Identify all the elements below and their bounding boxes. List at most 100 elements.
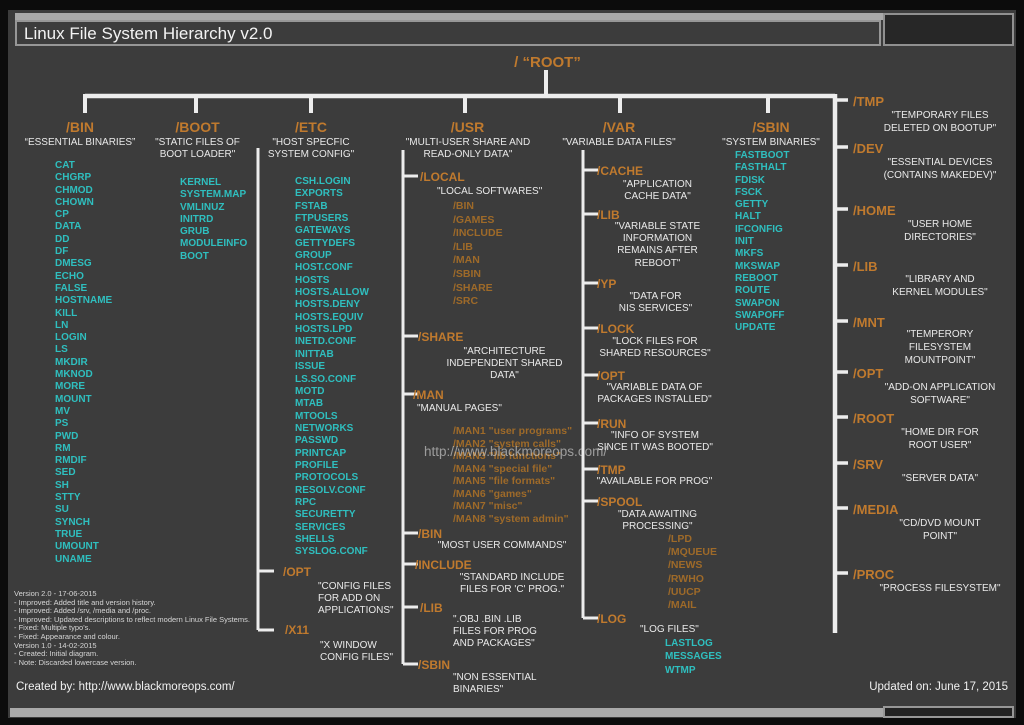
file-item: DF [55, 246, 69, 258]
file-item: SWAPOFF [735, 309, 785, 321]
file-item: DMESG [55, 258, 92, 270]
dir-media-desc: "CD/DVD MOUNT POINT" [899, 518, 981, 542]
dir-usr-include-desc: "STANDARD INCLUDE FILES FOR 'C' PROG." [459, 572, 565, 596]
file-item: KERNEL [180, 177, 222, 188]
dir-usr-sbin: /SBIN [418, 658, 451, 672]
dir-usr-share-desc: "ARCHITECTURE INDEPENDENT SHARED DATA" [446, 346, 563, 382]
dir-usr-sbin-desc: "NON ESSENTIAL BINARIES" [453, 672, 537, 696]
file-item: HOST.CONF [295, 262, 353, 274]
page-title: Linux File System Hierarchy v2.0 [24, 24, 273, 43]
bin-file-list: CAT CHGRP CHMOD CHOWN CP DATA DD DF DMESG ECHO FAL… [55, 160, 112, 566]
file-item: SERVICES [295, 521, 346, 533]
dir-media: /MEDIA [853, 502, 899, 517]
dir-boot: /BOOT [175, 119, 220, 135]
dir-usr-desc: "MULTI-USER SHARE AND READ-ONLY DATA" [405, 137, 531, 161]
dir-var: /VAR [602, 119, 636, 135]
man-page-item: /MAN5 "file formats" [453, 475, 556, 487]
version-note-line: - Improved: Updated descriptions to refl… [14, 614, 250, 624]
dir-etc-x11: /X11 [285, 623, 310, 637]
dir-home-desc: "USER HOME DIRECTORIES" [904, 219, 976, 243]
file-item: INIT [735, 236, 754, 248]
dir-var-spool-desc: "DATA AWAITING PROCESSING" [617, 509, 698, 533]
file-item: ISSUE [295, 361, 326, 373]
subdir-item: /MAN [453, 254, 480, 267]
file-item: MKFS [735, 248, 764, 260]
dir-dev-desc: "ESSENTIAL DEVICES (CONTAINS MAKEDEV)" [883, 157, 997, 181]
file-item: MKNOD [55, 369, 93, 381]
dir-usr-bin: /BIN [418, 527, 442, 541]
dir-var-log: /LOG [597, 612, 627, 626]
file-item: ECHO [55, 270, 84, 282]
dir-bin-desc: “ESSENTIAL BINARIES” [24, 137, 136, 148]
file-item: MORE [55, 381, 85, 393]
dir-lib: /LIB [853, 259, 878, 274]
file-item: NETWORKS [295, 422, 354, 434]
file-item: FDISK [735, 174, 765, 186]
dir-lib-desc: "LIBRARY AND KERNEL MODULES" [892, 274, 988, 298]
file-item: GETTYDEFS [295, 237, 356, 249]
dir-usr-local: /LOCAL [420, 170, 465, 184]
version-note-line: Version 1.0 - 14-02-2015 [14, 640, 97, 650]
subdir-item: /SHARE [453, 281, 493, 294]
dir-bin: /BIN [66, 119, 94, 135]
dir-var-yp-desc: "DATA FOR NIS SERVICES" [618, 291, 693, 315]
version-note-line: - Created: Initial diagram. [14, 649, 99, 659]
dir-proc: /PROC [853, 567, 895, 582]
dir-opt: /OPT [853, 366, 884, 381]
file-item: PS [55, 418, 69, 430]
file-item: FSTAB [295, 200, 328, 212]
dir-etc-x11-desc: "X WINDOW CONFIG FILES" [320, 640, 394, 664]
file-item: SH [55, 479, 69, 491]
dir-tmp: /TMP [853, 94, 885, 109]
dir-usr-share: /SHARE [418, 330, 464, 344]
file-item: SYSLOG.CONF [295, 546, 368, 558]
dir-var-cache: /CACHE [597, 164, 644, 178]
dir-root: /ROOT [853, 411, 895, 426]
subdir-item: /INCLUDE [453, 227, 503, 240]
right-tick-lines [835, 98, 848, 575]
file-item: LASTLOG [665, 638, 713, 649]
dir-var-log-desc: "LOG FILES" [640, 624, 699, 635]
dir-etc-desc: "HOST SPECFIC SYSTEM CONFIG" [267, 137, 355, 161]
file-item: MKDIR [55, 356, 88, 368]
file-item: DD [55, 233, 70, 245]
file-item: HOSTNAME [55, 295, 113, 307]
updated-on-text: Updated on: June 17, 2015 [869, 681, 1008, 693]
sbin-file-list: FASTBOOT FASTHALT FDISK FSCK GETTY HALT IFCONF… [735, 150, 789, 334]
file-item: STTY [55, 492, 81, 504]
file-item: INITTAB [295, 348, 334, 360]
dir-tmp-desc: "TEMPORARY FILES DELETED ON BOOTUP" [883, 110, 997, 134]
subdir-item: /LIB [453, 240, 473, 253]
dir-usr-include: /INCLUDE [415, 558, 472, 572]
file-item: MV [55, 405, 70, 417]
dir-usr-man: /MAN [413, 388, 444, 402]
root-node: / “ROOT” [514, 54, 581, 71]
dir-var-cache-desc: "APPLICATION CACHE DATA" [623, 179, 692, 203]
top-strip [15, 13, 883, 20]
dir-var-opt-desc: "VARIABLE DATA OF PACKAGES INSTALLED" [597, 382, 712, 406]
file-item: BOOT [180, 250, 209, 262]
file-item: CHGRP [55, 172, 92, 184]
dir-var-yp: /YP [597, 277, 617, 291]
file-item: FASTBOOT [735, 150, 790, 161]
file-item: FTPUSERS [295, 213, 349, 225]
subdir-item: /GAMES [453, 213, 495, 226]
dir-usr-local-desc: "LOCAL SOFTWARES" [437, 186, 543, 197]
file-item: RESOLV.CONF [295, 484, 366, 496]
dir-var-tmp-desc: "AVAILABLE FOR PROG" [596, 476, 713, 487]
file-item: LN [55, 319, 69, 331]
dir-root-desc: "HOME DIR FOR ROOT USER" [901, 427, 979, 451]
subdir-item: /LPD [668, 533, 692, 545]
file-item: SYSTEM.MAP [180, 189, 247, 201]
dir-usr-lib: /LIB [420, 601, 443, 615]
file-item: UNAME [55, 553, 92, 565]
file-item: SED [55, 467, 76, 479]
dir-usr: /USR [450, 119, 485, 135]
file-item: HOSTS.EQUIV [295, 311, 364, 323]
file-item: MKSWAP [735, 260, 780, 272]
file-item: MTAB [295, 398, 324, 410]
version-note-line: - Fixed: Appearance and colour. [14, 631, 120, 641]
usr-man-page-list: /MAN1 "user programs"/MAN2 "system calls… [453, 425, 572, 525]
subdir-item: /SRC [453, 295, 479, 308]
dir-var-tmp: /TMP [597, 463, 626, 477]
